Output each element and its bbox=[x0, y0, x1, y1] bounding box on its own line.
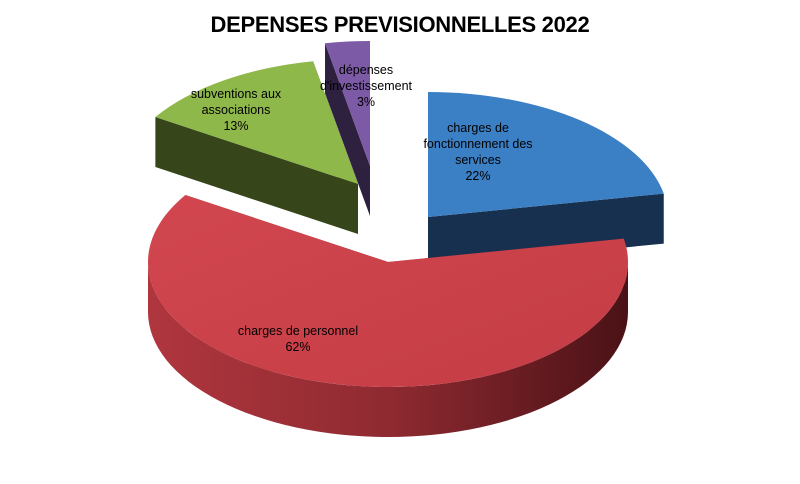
slice-percent-3: 3% bbox=[357, 95, 375, 109]
slice-label-line-2-1: associations bbox=[202, 103, 271, 117]
pie-slice-edge-2-0 bbox=[155, 117, 358, 234]
pie-slice-top-1 bbox=[148, 195, 629, 387]
slice-label-2: subventions aux associations 13% bbox=[191, 87, 282, 133]
slice-percent-1: 62% bbox=[285, 340, 310, 354]
chart-title: DEPENSES PREVISIONNELLES 2022 bbox=[210, 12, 590, 37]
pie-slice-1 bbox=[148, 195, 629, 437]
slice-label-line-3-1: d'investissement bbox=[320, 79, 413, 93]
pie-slice-3 bbox=[325, 41, 370, 216]
pie-slice-top-0 bbox=[428, 92, 664, 217]
pie-slice-2 bbox=[155, 61, 358, 234]
slice-label-line-0-0: charges de bbox=[447, 121, 509, 135]
pie-slice-edge-3-0 bbox=[325, 43, 370, 216]
slice-percent-0: 22% bbox=[465, 169, 490, 183]
slice-label-line-0-2: services bbox=[455, 153, 501, 167]
slice-label-line-1-0: charges de personnel bbox=[238, 324, 358, 338]
slice-label-line-0-1: fonctionnement des bbox=[423, 137, 532, 151]
slice-label-3: dépenses d'investissement 3% bbox=[320, 63, 413, 109]
slice-label-line-2-0: subventions aux bbox=[191, 87, 282, 101]
slice-label-1: charges de personnel 62% bbox=[238, 324, 358, 354]
slice-label-0: charges de fonctionnement des services 22% bbox=[423, 121, 532, 183]
slice-label-line-3-0: dépenses bbox=[339, 63, 393, 77]
slice-percent-2: 13% bbox=[223, 119, 248, 133]
pie-slice-side-1 bbox=[148, 262, 628, 437]
pie-slice-0 bbox=[428, 92, 664, 267]
pie-slice-top-3 bbox=[325, 41, 370, 166]
pie-slice-top-2 bbox=[155, 61, 358, 184]
